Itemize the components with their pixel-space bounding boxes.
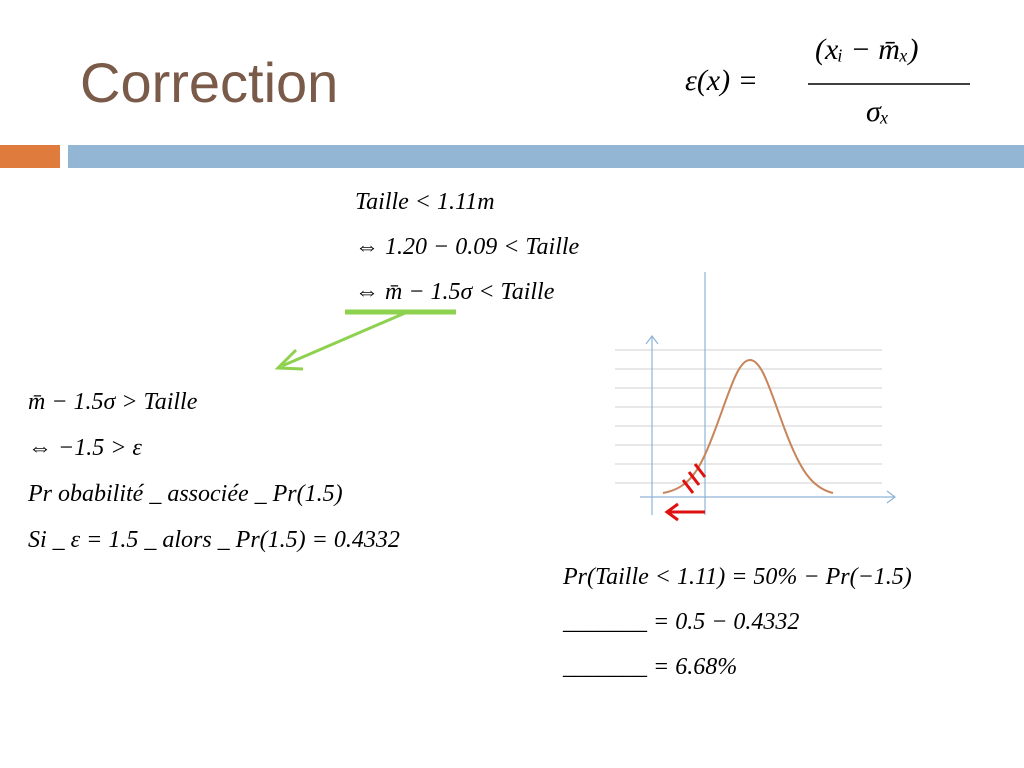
title: Correction — [80, 51, 339, 114]
equation-line: _______ = 0.5 − 0.4332 — [563, 609, 800, 635]
arrow-head — [274, 348, 304, 371]
equation-line: _______ = 6.68% — [563, 654, 738, 680]
formula-denominator: σₓ — [866, 95, 890, 128]
formula-lhs: ε(x) = — [685, 64, 758, 97]
header-bar — [68, 145, 1024, 168]
bell-curve — [662, 358, 834, 494]
equation-line: m̄ − 1.5σ > Taille — [28, 389, 198, 415]
equation-line: ⇔ 1.20 − 0.09 < Taille — [355, 234, 580, 260]
arrow — [281, 311, 406, 368]
formula-numerator: (xᵢ − m̄ₓ) — [815, 33, 919, 66]
hatch — [681, 463, 707, 494]
equation-line: Taille < 1.11m — [355, 189, 495, 215]
equation-line: Pr obabilité _ associée _ Pr(1.5) — [28, 481, 343, 507]
equation-line: Pr(Taille < 1.11) = 50% − Pr(−1.5) — [563, 564, 912, 590]
graph-axes — [640, 272, 896, 515]
equation-line: ⇔ m̄ − 1.5σ < Taille — [355, 279, 555, 305]
equation-line: ⇔ −1.5 > ε — [28, 435, 142, 461]
graph-grid — [615, 349, 882, 484]
accent-bar — [0, 145, 60, 168]
red-arrow-head — [664, 502, 679, 522]
equation-line: Si _ ε = 1.5 _ alors _ Pr(1.5) = 0.4332 — [28, 527, 400, 553]
